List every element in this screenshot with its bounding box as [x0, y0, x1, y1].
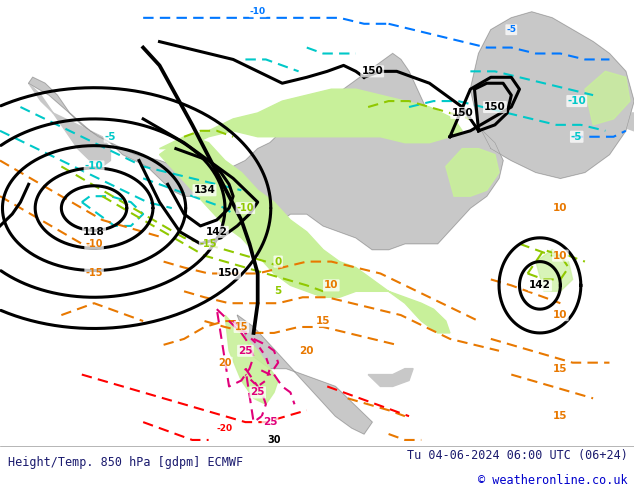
Text: -10: -10 — [250, 7, 266, 16]
Polygon shape — [160, 89, 462, 148]
Text: 15: 15 — [553, 411, 567, 421]
Text: Tu 04-06-2024 06:00 UTC (06+24): Tu 04-06-2024 06:00 UTC (06+24) — [407, 449, 628, 462]
Text: 15: 15 — [553, 364, 567, 373]
Polygon shape — [237, 315, 372, 434]
Text: 150: 150 — [218, 269, 240, 278]
Text: 10: 10 — [553, 310, 567, 320]
Text: -10: -10 — [567, 96, 586, 106]
Text: 25: 25 — [262, 417, 277, 427]
Text: -5: -5 — [507, 25, 516, 34]
Polygon shape — [609, 113, 634, 131]
Polygon shape — [225, 315, 278, 404]
Text: -15: -15 — [86, 269, 103, 278]
Text: -10: -10 — [85, 162, 103, 172]
Text: 118: 118 — [83, 227, 105, 237]
Text: 30: 30 — [268, 435, 281, 445]
Text: 15: 15 — [235, 322, 248, 332]
Polygon shape — [160, 137, 450, 333]
Text: 0: 0 — [275, 257, 281, 267]
Text: -10: -10 — [236, 203, 254, 213]
Text: 10: 10 — [553, 203, 567, 213]
Text: 25: 25 — [238, 346, 253, 356]
Text: 134: 134 — [193, 185, 216, 195]
Text: -20: -20 — [217, 423, 233, 433]
Polygon shape — [446, 148, 499, 196]
Polygon shape — [29, 53, 503, 250]
Polygon shape — [368, 368, 413, 387]
Text: 142: 142 — [529, 280, 551, 291]
Polygon shape — [29, 83, 110, 167]
Polygon shape — [536, 250, 573, 292]
Text: 5: 5 — [275, 286, 281, 296]
Text: 150: 150 — [361, 66, 383, 76]
Text: -5: -5 — [105, 132, 116, 142]
Text: 20: 20 — [299, 346, 314, 356]
Text: 15: 15 — [316, 316, 330, 326]
Text: Height/Temp. 850 hPa [gdpm] ECMWF: Height/Temp. 850 hPa [gdpm] ECMWF — [8, 456, 243, 469]
Polygon shape — [585, 72, 630, 125]
Text: 142: 142 — [206, 227, 228, 237]
Text: -10: -10 — [86, 239, 103, 249]
Text: 150: 150 — [484, 102, 506, 112]
Text: -15: -15 — [200, 239, 217, 249]
Text: 150: 150 — [451, 108, 473, 118]
Text: 20: 20 — [218, 358, 231, 368]
Text: 25: 25 — [250, 388, 265, 397]
Text: 10: 10 — [553, 251, 567, 261]
Text: © weatheronline.co.uk: © weatheronline.co.uk — [478, 474, 628, 487]
Polygon shape — [470, 12, 634, 178]
Text: -5: -5 — [571, 132, 583, 142]
Text: 10: 10 — [324, 280, 339, 291]
